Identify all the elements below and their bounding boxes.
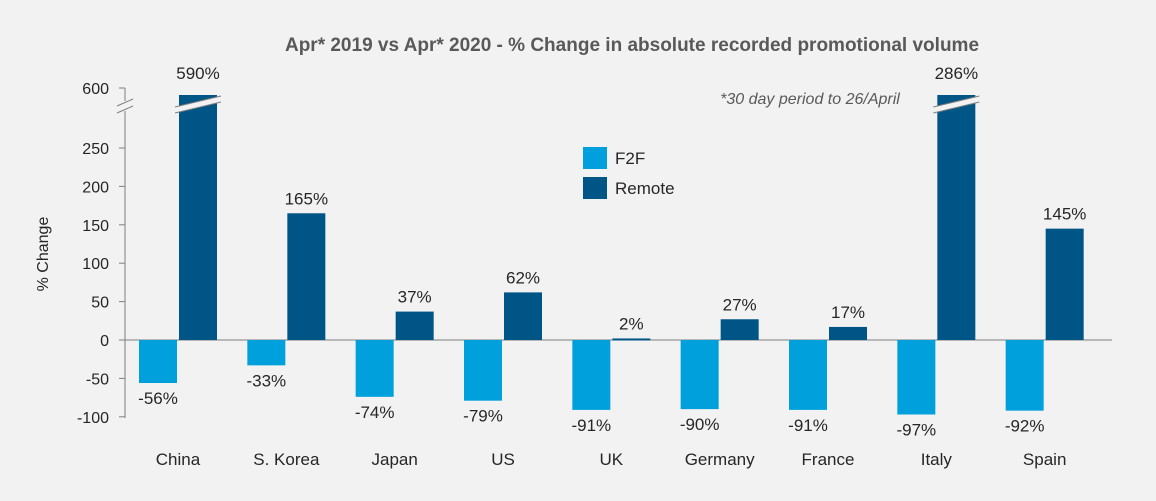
bar-remote-uk: [612, 338, 651, 341]
bar-f2f-italy: [897, 340, 936, 415]
data-label-f2f: -91%: [571, 416, 611, 435]
y-tick-label: 50: [91, 295, 109, 312]
y-tick-label: 200: [82, 179, 109, 196]
bar-f2f-france: [789, 340, 827, 410]
y-tick-label: 150: [82, 218, 109, 235]
x-category-label: US: [491, 450, 515, 469]
bar-remote-france: [829, 326, 867, 340]
legend-label-f2f: F2F: [615, 149, 645, 168]
bar-remote-italy: [937, 95, 976, 340]
data-labels: -56% 590% -33% 165% -74% 37% -79% 62% -91% 2% -90%…: [138, 64, 1086, 439]
bar-remote-japan: [395, 311, 434, 340]
y-tick-label: 0: [100, 333, 109, 350]
data-label-f2f: -91%: [788, 416, 828, 435]
data-label-remote: 165%: [285, 189, 328, 208]
bar-remote-s-korea: [287, 213, 326, 340]
legend-swatch-f2f: [583, 147, 607, 169]
axis-break-mark: [116, 98, 134, 107]
bar-f2f-japan: [355, 340, 394, 397]
axis-break-gap: [117, 101, 133, 111]
data-label-f2f: -33%: [246, 371, 286, 390]
y-tick-label: 250: [82, 141, 109, 158]
data-label-remote: 286%: [935, 64, 978, 83]
y-tick-label: -50: [86, 371, 109, 388]
x-category-label: Italy: [921, 450, 953, 469]
bars: [139, 95, 1084, 415]
bar-f2f-spain: [1005, 340, 1044, 411]
y-tick-label: -100: [77, 410, 109, 427]
data-label-remote: 17%: [831, 303, 865, 322]
legend-label-remote: Remote: [615, 179, 675, 198]
x-category-label: Germany: [685, 450, 755, 469]
bar-break-mark: [174, 95, 222, 108]
y-axis-label: % Change: [35, 217, 52, 292]
y-tick-label: 100: [82, 256, 109, 273]
bar-remote-germany: [720, 319, 759, 340]
data-label-remote: 590%: [176, 64, 219, 83]
bar-remote-us: [504, 292, 542, 340]
data-label-remote: 37%: [398, 288, 432, 307]
y-tick-label: 600: [82, 81, 109, 98]
bar-break-mark: [933, 101, 980, 114]
x-category-label: UK: [600, 450, 624, 469]
bar-f2f-china: [139, 340, 177, 384]
chart-title: Apr* 2019 vs Apr* 2020 - % Change in abs…: [285, 35, 979, 56]
x-category-label: Japan: [372, 450, 418, 469]
x-axis-categories: China S. Korea Japan US UK Germany France Italy…: [156, 450, 1067, 469]
data-label-f2f: -92%: [1005, 417, 1045, 436]
bar-break-mark: [174, 101, 222, 114]
x-category-label: China: [156, 450, 201, 469]
data-label-remote: 27%: [723, 295, 757, 314]
data-label-f2f: -56%: [138, 389, 178, 408]
chart-footnote: *30 day period to 26/April: [720, 91, 900, 108]
data-label-remote: 145%: [1043, 205, 1086, 224]
data-label-f2f: -79%: [463, 407, 503, 426]
legend-swatch-remote: [583, 177, 607, 199]
bar-remote-china: [179, 95, 217, 340]
x-category-label: Spain: [1023, 450, 1066, 469]
legend: F2F Remote: [583, 147, 675, 199]
data-label-f2f: -74%: [355, 403, 395, 422]
bar-f2f-uk: [572, 340, 611, 410]
bar-break-gap: [933, 96, 980, 113]
x-category-label: S. Korea: [253, 450, 320, 469]
bar-break-mark: [933, 95, 980, 108]
bar-f2f-us: [464, 340, 502, 401]
data-label-f2f: -97%: [896, 420, 936, 439]
data-label-remote: 2%: [619, 314, 644, 333]
bar-f2f-germany: [680, 340, 719, 410]
data-label-f2f: -90%: [680, 415, 720, 434]
bar-remote-spain: [1045, 228, 1084, 340]
bar-break-gap: [175, 96, 221, 113]
x-category-label: France: [802, 450, 855, 469]
data-label-remote: 62%: [506, 268, 540, 287]
bar-f2f-s-korea: [247, 340, 286, 366]
axis-break-mark: [116, 105, 134, 114]
